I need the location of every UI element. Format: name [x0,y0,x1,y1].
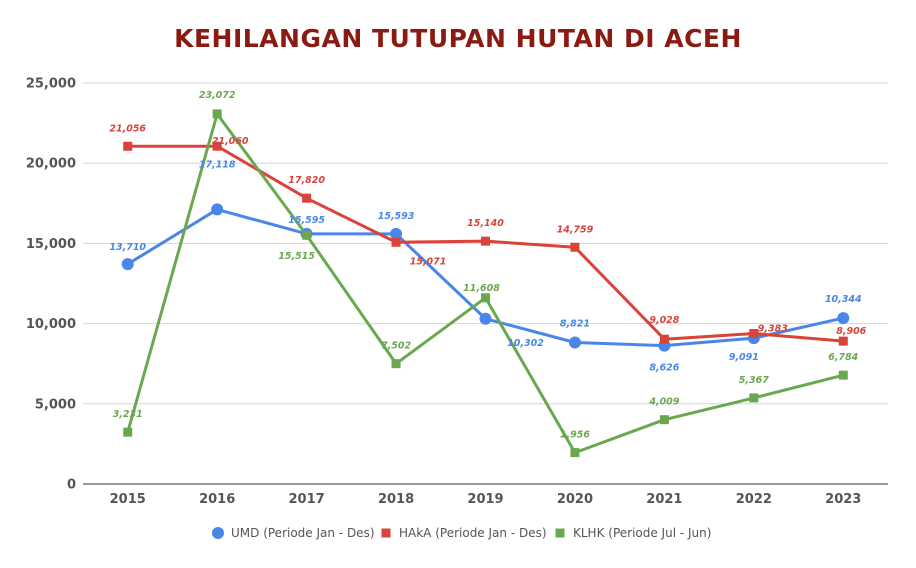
data-label: 11,608 [463,283,500,294]
data-label: 21,060 [212,136,249,147]
series-line [126,207,844,348]
data-label: 8,821 [560,319,590,330]
data-point [659,334,669,344]
x-tick-label: 2022 [736,492,772,507]
legend-label: HAkA (Periode Jan - Des) [399,526,547,540]
x-tick-label: 2016 [199,492,235,507]
data-label: 8,626 [649,363,679,374]
data-point [121,258,134,271]
y-tick-label: 20,000 [26,157,76,172]
y-tick-label: 25,000 [26,77,76,92]
y-tick-label: 5,000 [35,397,76,412]
series-markers [121,109,850,458]
data-point [749,328,759,338]
data-labels: 13,710 17,118 15,595 15,593 10,302 8,821 8,626… [109,90,866,441]
y-tick-label: 15,000 [26,237,76,252]
data-point [212,109,222,119]
data-label: 9,091 [729,352,759,363]
data-label: 5,367 [739,375,769,386]
data-point [302,230,312,240]
x-tick-label: 2015 [110,492,146,507]
data-label: 23,072 [199,90,236,101]
data-label: 9,383 [758,323,788,334]
x-tick-label: 2021 [646,492,682,507]
data-label: 13,710 [109,242,146,253]
data-label: 9,028 [649,315,679,326]
y-axis-ticks: 0 5,000 10,000 15,000 20,000 25,000 [26,77,76,493]
data-point [390,227,403,240]
legend-label: KLHK (Periode Jul - Jun) [573,526,711,540]
data-point [838,370,848,380]
data-label: 10,302 [507,338,544,349]
data-label: 6,784 [828,352,858,363]
data-label: 10,344 [825,294,862,305]
data-label: 4,009 [648,397,679,408]
legend-marker [381,528,391,538]
data-point [659,415,669,425]
x-tick-label: 2019 [467,492,503,507]
data-label: 17,820 [288,175,325,186]
data-label: 1,956 [560,430,590,441]
data-point [123,427,133,437]
data-point [211,203,224,216]
chart-title: KEHILANGAN TUTUPAN HUTAN DI ACEH [174,24,742,53]
data-point [570,448,580,458]
data-label: 15,140 [467,218,504,229]
data-label: 21,056 [109,123,146,134]
data-point [391,237,401,247]
data-point [837,312,850,325]
data-point [838,336,848,346]
data-point [123,141,133,151]
data-point [302,193,312,203]
data-label: 8,906 [836,326,866,337]
x-tick-label: 2023 [825,492,861,507]
legend-marker [555,528,565,538]
data-point [479,312,492,325]
y-tick-label: 10,000 [26,317,76,332]
x-tick-label: 2017 [289,492,325,507]
data-point [212,141,222,151]
legend-marker [212,527,224,539]
data-label: 17,118 [199,159,236,170]
legend: UMD (Periode Jan - Des) HAkA (Periode Jan… [212,526,711,540]
x-axis-ticks: 2015 2016 2017 2018 2019 2020 2021 2022 2023 [110,492,862,507]
data-label: 15,071 [410,256,447,267]
data-label: 15,593 [378,211,415,222]
x-tick-label: 2020 [557,492,593,507]
data-point [481,236,490,246]
data-label: 7,502 [381,341,411,352]
data-point [481,293,490,303]
data-point [568,336,581,349]
legend-label: UMD (Periode Jan - Des) [231,526,375,540]
y-tick-label: 0 [67,478,76,493]
data-point [749,393,759,403]
x-tick-label: 2018 [378,492,414,507]
data-point [391,359,401,369]
data-label: 3,231 [113,409,143,420]
data-label: 14,759 [557,224,594,235]
data-label: 15,595 [288,215,325,226]
data-point [570,242,580,252]
data-label: 15,515 [278,251,315,262]
